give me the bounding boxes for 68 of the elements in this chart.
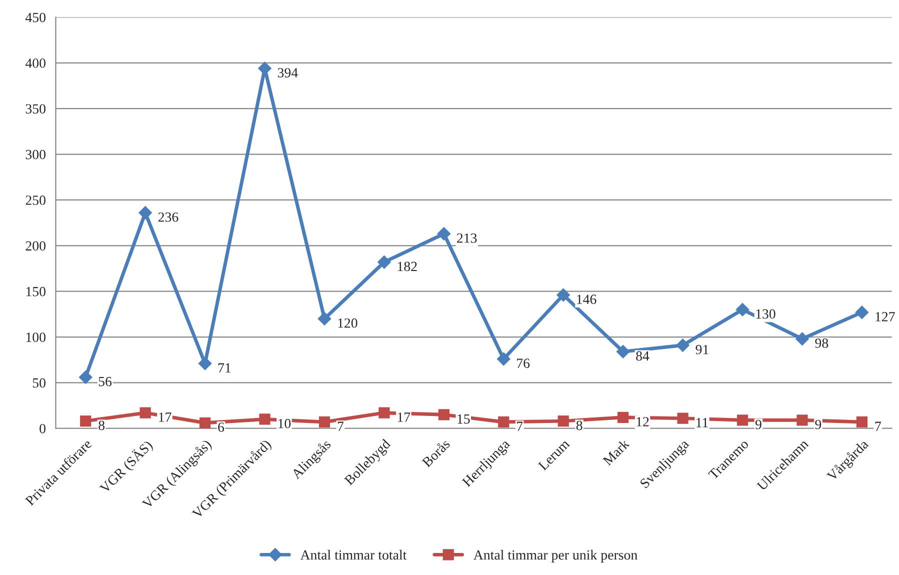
y-tick-label: 200 [26,241,46,251]
data-label: 6 [218,422,224,432]
data-label: 11 [696,418,708,428]
y-tick-label: 50 [32,378,46,388]
data-label: 17 [398,412,410,422]
y-tick-label: 350 [26,104,46,114]
data-label: 8 [98,420,105,430]
data-label: 394 [278,68,298,78]
data-label: 98 [815,338,828,348]
y-tick-label: 450 [25,12,46,22]
data-label: 130 [756,309,776,319]
y-tick-label: 150 [26,286,46,296]
data-label: 236 [158,212,178,222]
legend-label: Antal timmar per unik person [473,550,638,562]
data-label: 9 [815,420,822,430]
data-label: 7 [517,422,523,431]
data-label: 17 [159,412,172,422]
y-tick-label: 0 [40,424,46,434]
point [258,62,272,75]
data-label: 56 [98,376,112,386]
data-label: 120 [338,318,358,328]
point [676,338,690,352]
data-label: 8 [576,420,582,430]
point [199,417,211,428]
data-label: 71 [218,363,231,372]
data-label: 146 [577,294,596,304]
legend-label: Antal timmar totalt [300,550,407,560]
point [378,407,390,418]
data-label: 7 [338,422,344,431]
point [80,416,92,427]
point [498,416,510,428]
y-tick-label: 400 [25,58,46,68]
data-label: 182 [398,262,417,272]
point [318,416,330,428]
data-label: 10 [278,418,291,428]
point [736,303,750,316]
data-label: 7 [875,422,881,431]
point [138,206,152,220]
data-label: 15 [458,414,470,424]
point [558,416,569,427]
point [556,288,570,302]
point [736,414,748,426]
data-label: 127 [876,312,895,322]
point [796,332,809,346]
point [796,414,808,426]
point [616,345,630,358]
point [259,414,270,425]
point [856,416,868,428]
data-label: 213 [457,233,477,243]
point [677,412,688,424]
point [318,312,332,326]
point [437,227,450,240]
y-tick-label: 250 [26,196,46,205]
y-tick-label: 100 [26,332,46,342]
data-label: 84 [636,351,650,361]
point [497,352,510,366]
data-label: 76 [517,358,530,368]
y-tick-label: 300 [26,150,46,160]
point [618,412,629,423]
point [140,407,151,418]
point [855,306,869,319]
data-label: 12 [636,417,649,426]
point [79,370,92,384]
point [378,256,391,269]
point [438,409,450,420]
data-label: 9 [755,420,762,430]
point [198,356,212,370]
data-label: 91 [696,344,708,354]
